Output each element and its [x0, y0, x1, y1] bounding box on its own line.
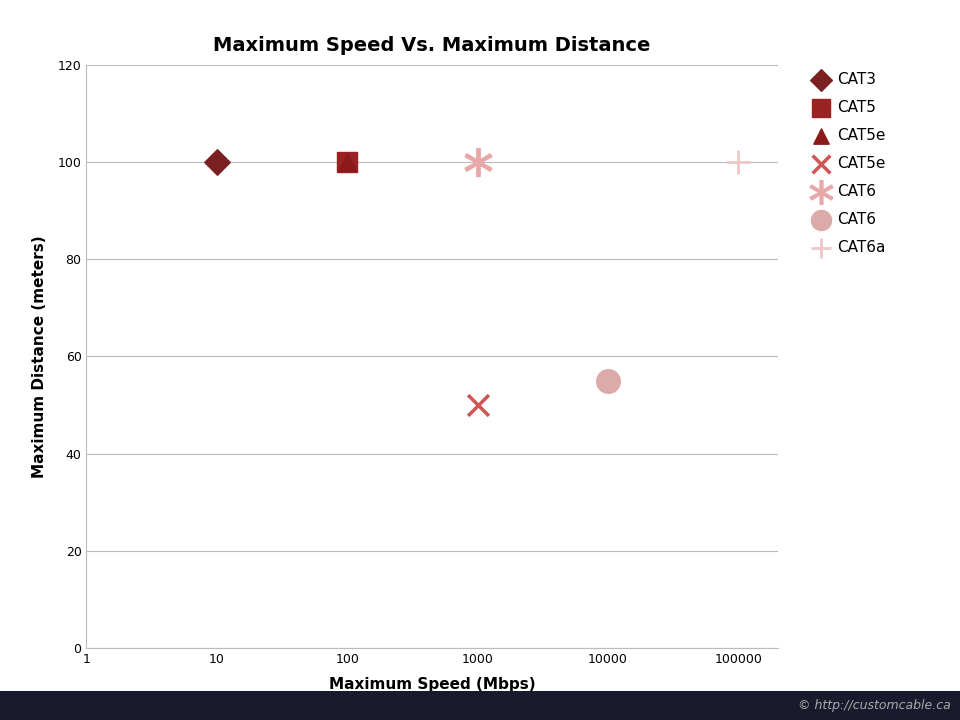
CAT6a [731, 156, 746, 168]
CAT5e [340, 156, 355, 168]
CAT3 [209, 156, 225, 168]
CAT5e [469, 399, 485, 410]
CAT5 [340, 156, 355, 168]
Text: © http://customcable.ca: © http://customcable.ca [798, 699, 950, 712]
Legend: CAT3, CAT5, CAT5e, CAT5e, CAT6, CAT6, CAT6a: CAT3, CAT5, CAT5e, CAT5e, CAT6, CAT6, CA… [813, 73, 886, 256]
CAT6 [600, 375, 615, 387]
CAT6 [469, 156, 485, 168]
Y-axis label: Maximum Distance (meters): Maximum Distance (meters) [32, 235, 46, 477]
Title: Maximum Speed Vs. Maximum Distance: Maximum Speed Vs. Maximum Distance [213, 36, 651, 55]
X-axis label: Maximum Speed (Mbps): Maximum Speed (Mbps) [328, 677, 536, 692]
